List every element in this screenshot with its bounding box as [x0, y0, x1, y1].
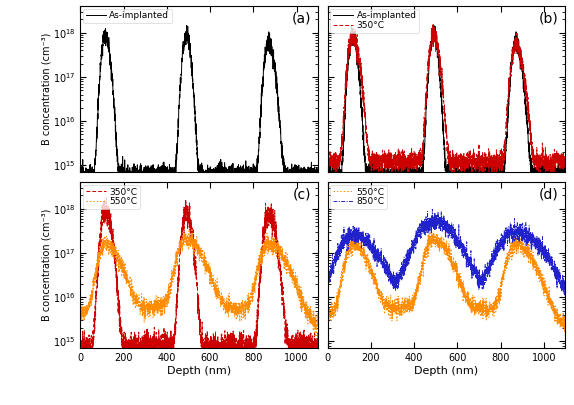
Legend: 550°C, 850°C: 550°C, 850°C — [331, 185, 387, 209]
Text: (c): (c) — [293, 187, 311, 201]
Y-axis label: B concentration (cm⁻³): B concentration (cm⁻³) — [41, 33, 51, 145]
Text: (a): (a) — [292, 11, 311, 25]
X-axis label: Depth (nm): Depth (nm) — [414, 366, 479, 376]
Text: (b): (b) — [538, 11, 559, 25]
Legend: 350°C, 550°C: 350°C, 550°C — [83, 185, 140, 209]
Legend: As-implanted: As-implanted — [83, 9, 172, 23]
Text: (d): (d) — [538, 187, 559, 201]
X-axis label: Depth (nm): Depth (nm) — [167, 366, 231, 376]
Legend: As-implanted, 350°C: As-implanted, 350°C — [331, 9, 419, 33]
Y-axis label: B concentration (cm⁻³): B concentration (cm⁻³) — [41, 209, 51, 322]
